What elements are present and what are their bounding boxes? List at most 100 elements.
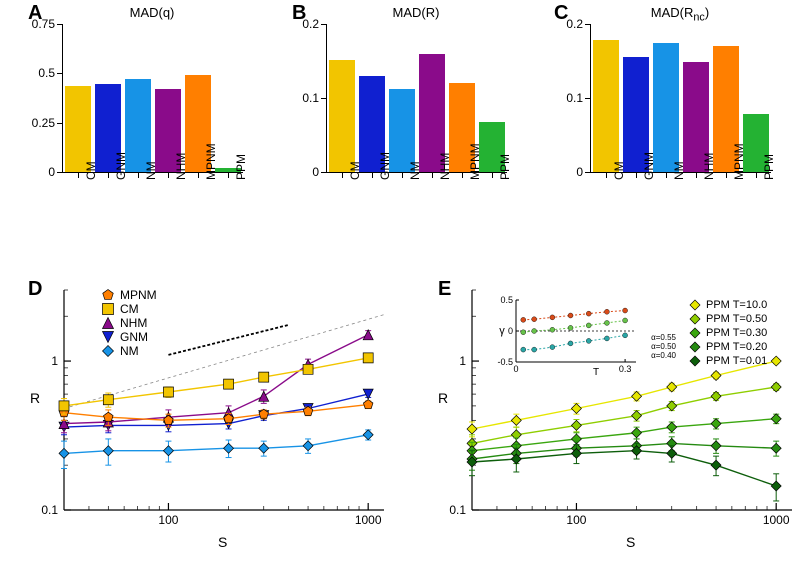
y-tick-label: 0.75 [25,17,55,31]
x-tick [492,172,493,178]
svg-text:1000: 1000 [763,513,790,527]
x-tick [726,172,727,178]
legend-item-mpnm: MPNM [100,288,157,302]
y-tick [57,172,63,173]
y-tick-label: 0.5 [25,66,55,80]
svg-text:0: 0 [513,364,518,374]
x-tick [756,172,757,178]
x-tick [108,172,109,178]
svg-text:α=0.50: α=0.50 [651,342,676,351]
bar-nm [125,79,150,172]
y-tick [57,123,63,124]
svg-text:0: 0 [508,326,513,336]
legend-item-nm: NM [100,344,157,358]
bar-nm [389,89,414,172]
legend-label: NM [120,344,139,358]
legend-label: GNM [120,330,148,344]
svg-text:0.1: 0.1 [41,503,58,517]
legend-label: MPNM [120,288,157,302]
legend-item-ppm-t-0-30: PPM T=0.30 [688,326,767,340]
x-tick [228,172,229,178]
panel-d-ylabel: R [30,390,40,406]
panel-title-a: MAD(q) [62,5,242,20]
xcat-label: PPM [498,154,512,180]
svg-text:1000: 1000 [355,513,382,527]
legend-item-ppm-t-0-20: PPM T=0.20 [688,340,767,354]
svg-text:α=0.55: α=0.55 [651,333,676,342]
legend-item-ppm-t-0-01: PPM T=0.01 [688,354,767,368]
y-tick-label: 0.25 [25,116,55,130]
panel-label-e: E [438,278,451,301]
y-tick [585,98,591,99]
x-tick [636,172,637,178]
xcat-label: PPM [234,154,248,180]
legend-label: PPM T=0.01 [706,355,767,367]
bar-cm [593,40,618,172]
legend-label: PPM T=0.20 [706,341,767,353]
y-tick-label: 0.1 [289,91,319,105]
panel-d-legend: MPNMCMNHMGNMNM [100,288,157,358]
svg-text:α=0.40: α=0.40 [651,351,676,360]
y-tick [321,24,327,25]
panel-e-xlabel: S [626,534,635,550]
y-tick-label: 0 [289,165,319,179]
x-tick [432,172,433,178]
x-tick [198,172,199,178]
panel-e-legend: PPM T=10.0 PPM T=0.50 PPM T=0.30 PPM T=0.20… [688,298,767,368]
legend-item-nhm: NHM [100,316,157,330]
y-tick-label: 0 [25,165,55,179]
x-tick [606,172,607,178]
panel-e-ylabel: R [438,390,448,406]
figure: A MAD(q) 00.250.50.75CMGNMNMNHMMPNMPPM B… [0,0,805,568]
panel-d-xlabel: S [218,534,227,550]
y-tick [585,24,591,25]
y-tick [321,172,327,173]
legend-item-cm: CM [100,302,157,316]
bar-cm [329,60,354,172]
legend-label: PPM T=10.0 [706,299,767,311]
x-tick [78,172,79,178]
legend-item-ppm-t-0-50: PPM T=0.50 [688,312,767,326]
panel-e-inset: 00.3-0.500.5Tγα=0.55α=0.50α=0.40 [494,296,680,376]
svg-text:-0.5: -0.5 [497,357,513,367]
legend-item-gnm: GNM [100,330,157,344]
x-tick [462,172,463,178]
y-tick [585,172,591,173]
y-tick-label: 0 [553,165,583,179]
legend-label: PPM T=0.30 [706,327,767,339]
y-tick [57,24,63,25]
x-tick [696,172,697,178]
svg-text:0.5: 0.5 [500,295,513,305]
legend-item-ppm-t-10-0: PPM T=10.0 [688,298,767,312]
panel-c-plot: 00.10.2CMGNMNMNHMMPNMPPM [590,24,771,173]
y-tick-label: 0.1 [553,91,583,105]
svg-text:0.1: 0.1 [449,503,466,517]
x-tick [342,172,343,178]
panel-b-plot: 00.10.2CMGNMNMNHMMPNMPPM [326,24,507,173]
panel-title-b: MAD(R) [326,5,506,20]
y-tick [57,73,63,74]
x-tick [402,172,403,178]
y-tick-label: 0.2 [289,17,319,31]
x-tick [666,172,667,178]
svg-text:1: 1 [51,354,58,368]
legend-label: PPM T=0.50 [706,313,767,325]
svg-text:100: 100 [158,513,178,527]
x-tick [168,172,169,178]
y-tick-label: 0.2 [553,17,583,31]
panel-label-d: D [28,278,42,301]
svg-text:T: T [593,367,599,378]
svg-text:γ: γ [499,325,505,337]
svg-text:0.3: 0.3 [619,364,632,374]
svg-text:100: 100 [566,513,586,527]
x-tick [138,172,139,178]
legend-label: NHM [120,316,147,330]
xcat-label: MPNM [204,143,218,180]
y-tick [321,98,327,99]
panel-a-plot: 00.250.50.75CMGNMNMNHMMPNMPPM [62,24,243,173]
bar-nm [653,43,678,173]
xcat-label: PPM [762,154,776,180]
panel-title-c: MAD(Rnc) [590,5,770,24]
x-tick [372,172,373,178]
legend-label: CM [120,302,139,316]
